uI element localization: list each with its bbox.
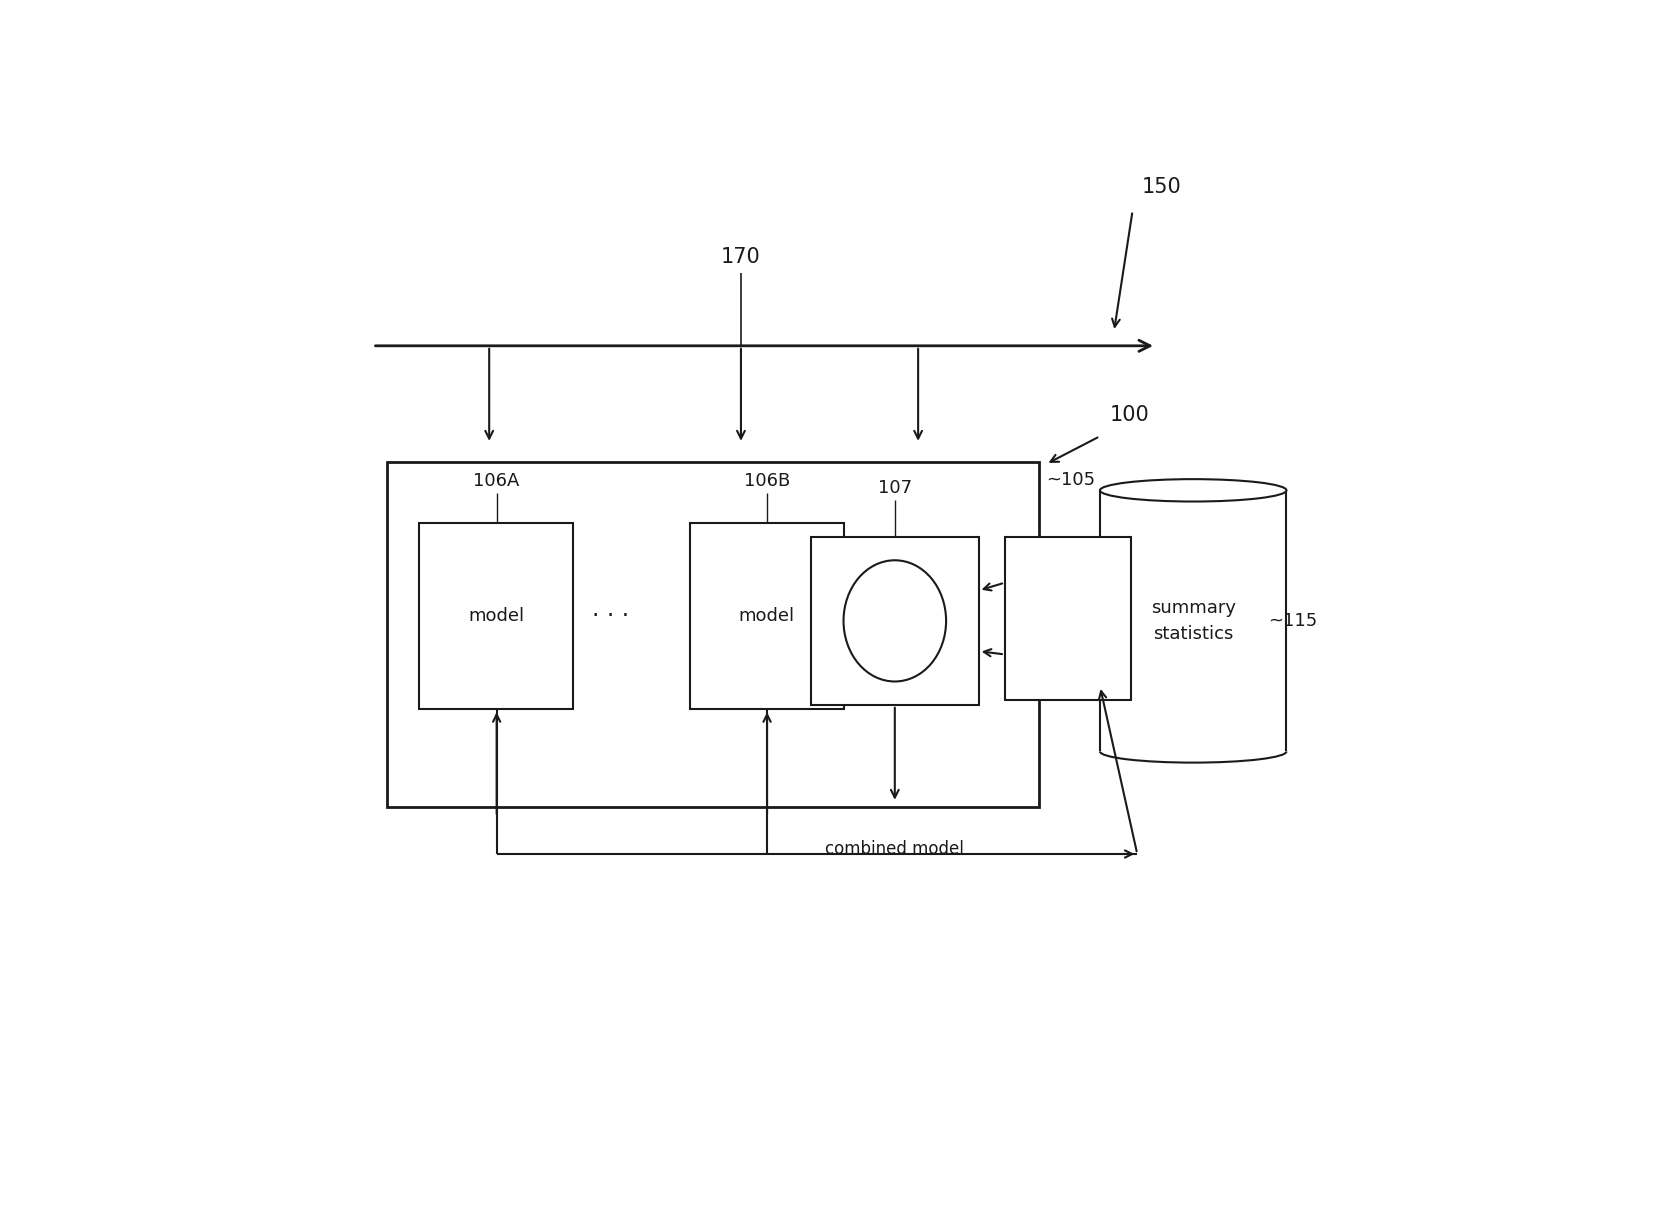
- Text: model: model: [468, 607, 525, 625]
- Text: 106B: 106B: [745, 472, 789, 490]
- Bar: [419, 523, 573, 710]
- Bar: [1005, 536, 1130, 700]
- Text: 100: 100: [1109, 404, 1149, 425]
- Text: ~115: ~115: [1268, 612, 1317, 630]
- Text: model: model: [738, 607, 794, 625]
- Text: · · ·: · · ·: [592, 604, 629, 629]
- Text: summary
statistics: summary statistics: [1150, 598, 1236, 643]
- Text: 106A: 106A: [473, 472, 520, 490]
- Text: ~105: ~105: [1046, 471, 1096, 489]
- Text: 150: 150: [1142, 177, 1182, 196]
- Bar: [387, 463, 1039, 808]
- Bar: [690, 523, 844, 710]
- Ellipse shape: [844, 561, 947, 682]
- Text: 107: 107: [877, 478, 912, 497]
- Text: combined model: combined model: [826, 840, 965, 859]
- Text: 170: 170: [722, 247, 761, 266]
- Bar: [811, 536, 978, 705]
- Ellipse shape: [1101, 480, 1286, 501]
